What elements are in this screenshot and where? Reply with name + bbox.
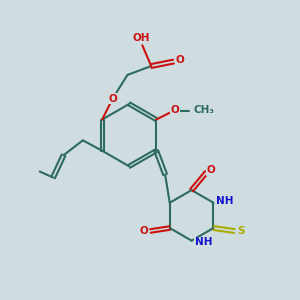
Text: O: O [170,105,179,115]
Text: NH: NH [217,196,234,206]
Text: O: O [108,94,117,104]
Text: O: O [176,55,184,65]
Text: OH: OH [132,33,150,43]
Text: O: O [140,226,148,236]
Text: NH: NH [195,237,212,247]
Text: CH₃: CH₃ [194,105,214,115]
Text: S: S [237,226,244,236]
Text: O: O [207,165,215,175]
